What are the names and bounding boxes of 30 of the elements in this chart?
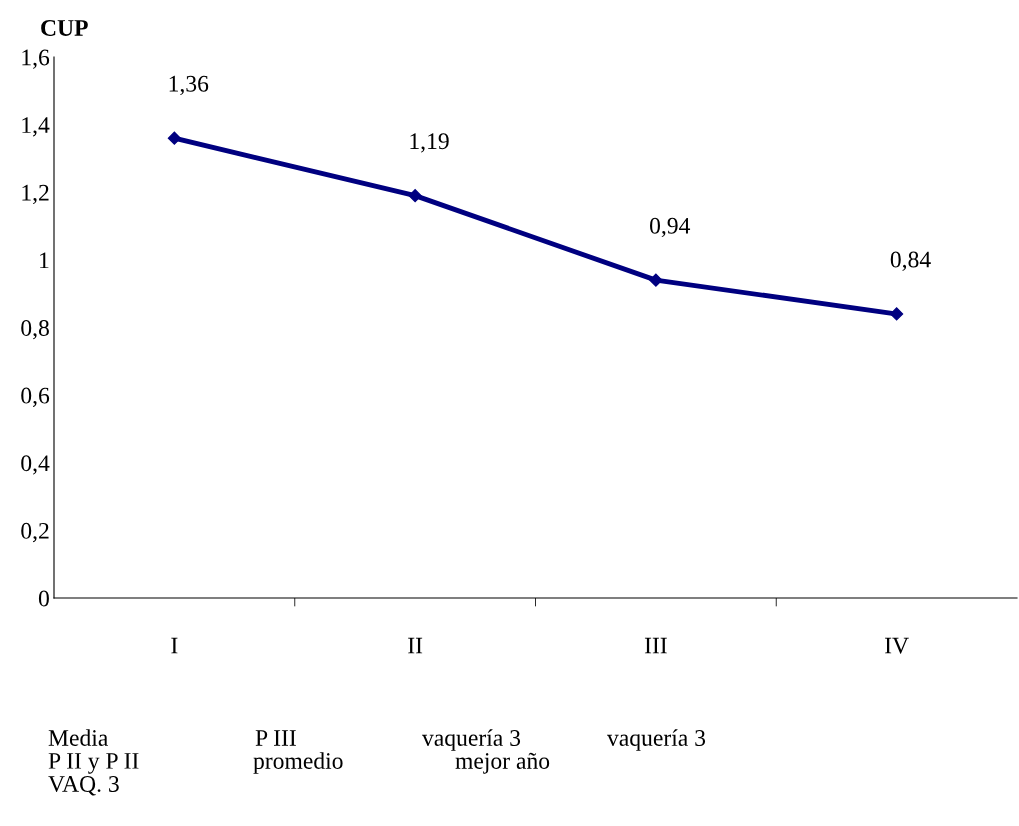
y-tick-label: 1,2 (22, 184, 49, 205)
y-tick-label: 1 (40, 252, 49, 269)
x-tick-label: IV (885, 637, 909, 654)
y-tick-label: 0 (38, 590, 49, 607)
text: 0,94 (650, 217, 691, 238)
text: promedio (253, 752, 343, 774)
text: vaquería 3 (607, 729, 706, 751)
point (890, 307, 904, 321)
text: 1,36 (169, 75, 209, 96)
y-tick-label: 0,8 (21, 319, 49, 340)
text: VAQ. 3 (48, 776, 119, 796)
text: mejor año (455, 752, 550, 774)
text: vaquería 3 (422, 729, 521, 751)
y-tick-label: 1,6 (22, 49, 50, 69)
text: 1,19 (410, 133, 449, 153)
text: 0,84 (890, 251, 931, 271)
text: P II y P II (48, 753, 139, 774)
text: P III (255, 730, 296, 746)
x-tick-label: II (408, 637, 423, 654)
y-axis-title: CUP (41, 20, 88, 36)
y-tick-label: 0,4 (21, 455, 50, 475)
y-tick-label: 0,2 (21, 522, 49, 543)
x-tick-label: III (644, 637, 667, 654)
point (167, 131, 181, 145)
x-tick-label: I (171, 637, 178, 654)
point (649, 273, 663, 287)
y-tick-label: 1,4 (22, 117, 50, 137)
point (408, 189, 422, 203)
text: Media (48, 729, 108, 746)
y-tick-label: 0,6 (21, 387, 50, 407)
